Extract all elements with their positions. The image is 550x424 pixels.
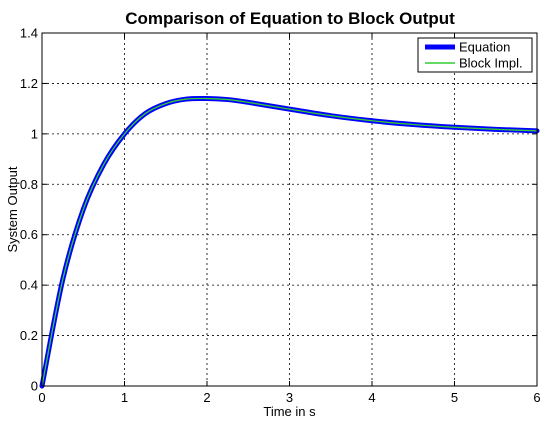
x-tick-label: 2 (203, 390, 210, 405)
legend-box (417, 37, 533, 73)
y-tick-label: 1.4 (20, 26, 38, 41)
y-axis-label: System Output (5, 166, 20, 252)
legend-label-equation: Equation (459, 40, 510, 55)
x-tick-label: 1 (121, 390, 128, 405)
y-tick-label: 0.4 (20, 278, 38, 293)
legend-label-block-impl: Block Impl. (459, 56, 523, 71)
chart-title: Comparison of Equation to Block Output (125, 9, 455, 28)
x-tick-label: 5 (451, 390, 458, 405)
series-layer (39, 95, 540, 389)
series-line-equation (39, 95, 540, 389)
y-tick-label: 0 (31, 379, 38, 394)
x-axis-label: Time in s (263, 404, 316, 419)
grid (42, 33, 537, 386)
x-tick-label: 0 (38, 390, 45, 405)
x-tick-label: 6 (533, 390, 540, 405)
y-tick-label: 0.8 (20, 177, 38, 192)
y-tick-label: 0.6 (20, 227, 38, 242)
y-tick-label: 0.2 (20, 328, 38, 343)
x-tick-label: 4 (368, 390, 375, 405)
legend: Equation Block Impl. (417, 37, 533, 73)
x-tick-label: 3 (286, 390, 293, 405)
ticks: 0 1 2 3 4 5 6 0 0.2 0.4 0.6 0.8 1 1.2 1.4 (20, 26, 541, 406)
y-tick-label: 1 (31, 126, 38, 141)
y-tick-label: 1.2 (20, 76, 38, 91)
series-line-block-impl (41, 97, 538, 387)
